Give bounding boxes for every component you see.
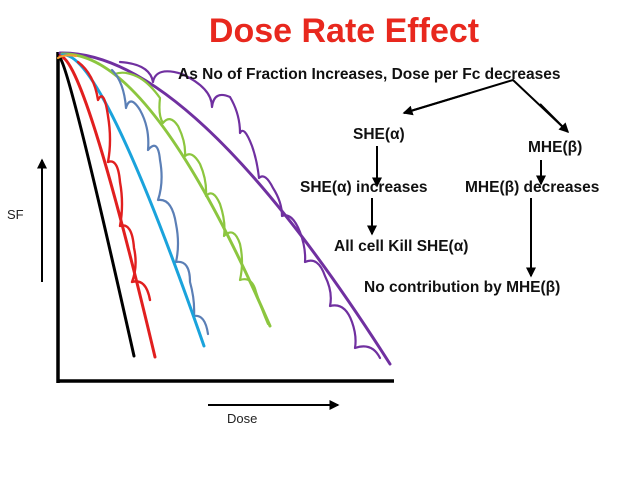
she-result: All cell Kill SHE(α)	[334, 238, 468, 255]
she-label: SHE(α)	[353, 126, 405, 143]
curve-cyan-main	[60, 53, 206, 348]
curve-purple-scallops	[118, 60, 382, 360]
subtitle: As No of Fraction Increases, Dose per Fc…	[178, 66, 561, 83]
branch-arrow-right	[539, 103, 570, 134]
curve-purple-main	[58, 51, 392, 366]
branch-arrow-left	[402, 92, 471, 116]
curve-red-main	[58, 54, 157, 359]
mhe-result: No contribution by MHE(β)	[364, 279, 560, 296]
curve-steel-scallops	[110, 68, 210, 336]
mhe-decreases: MHE(β) decreases	[465, 179, 599, 196]
slide-title: Dose Rate Effect	[209, 12, 479, 50]
curve-red-scallops	[76, 60, 152, 302]
curve-green-main	[60, 52, 272, 328]
curve-green-scallops	[113, 71, 270, 326]
mhe-label: MHE(β)	[528, 139, 582, 156]
she-increases: SHE(α) increases	[300, 179, 428, 196]
curve-orange	[56, 54, 78, 60]
curves	[56, 51, 392, 366]
curve-black	[58, 56, 136, 358]
y-axis-label: SF	[7, 207, 24, 222]
x-axis-label: Dose	[227, 411, 257, 426]
